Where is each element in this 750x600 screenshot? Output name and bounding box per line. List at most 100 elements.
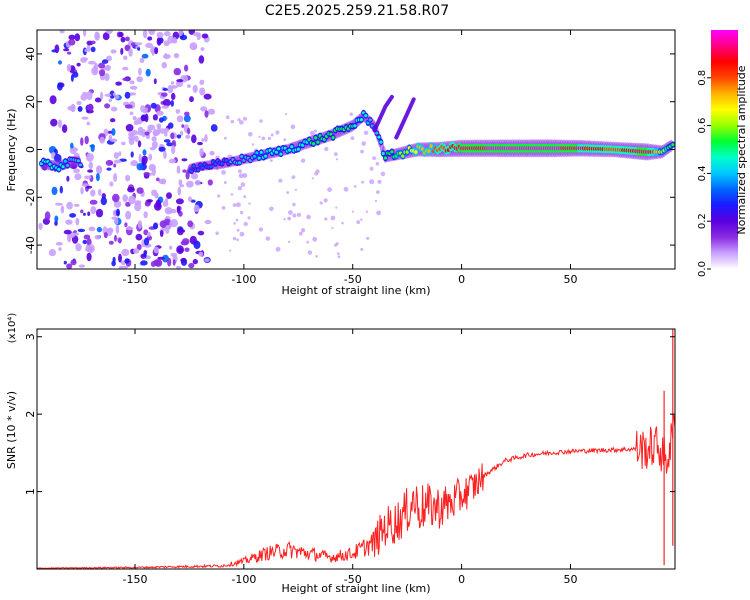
spectrogram-cell (309, 130, 315, 136)
spectrogram-cell (374, 199, 377, 202)
spectrogram-cell (127, 186, 135, 193)
spectrogram-cell (299, 231, 303, 236)
spectrogram-cell (147, 36, 153, 41)
colorbar-tick-label: 0.2 (697, 213, 708, 229)
spectrogram-y-tick-label: -40 (24, 236, 37, 254)
spectrogram-cell (201, 138, 205, 142)
spectrogram-cell (184, 64, 189, 72)
spectrogram-cell (80, 93, 88, 101)
spectrogram-cell (85, 153, 94, 162)
spectrogram-cell (133, 120, 140, 126)
spectrogram-y-tick-label: 20 (24, 95, 37, 109)
spectrogram-cell (124, 258, 130, 264)
snr-marks (37, 329, 675, 569)
spectrogram-cell (176, 165, 181, 174)
spectrogram-marks (38, 30, 675, 269)
spectrogram-cell (183, 114, 191, 123)
spectrogram-cell (163, 31, 171, 37)
spectrogram-cell (58, 247, 62, 251)
spectrogram-cell (59, 185, 63, 194)
spectrogram-cell (63, 229, 72, 235)
spectrogram-cell (350, 136, 355, 141)
spectrogram-cell (61, 165, 65, 169)
spectrogram-cell (68, 39, 76, 46)
spectrogram-cell (70, 259, 77, 266)
spectrogram-cell (128, 134, 136, 141)
spectrogram-cell (104, 103, 111, 109)
spectrogram-cell (90, 189, 96, 197)
spectrogram-cell (75, 243, 82, 252)
spectrogram-cell (324, 217, 328, 221)
spectrogram-cell (88, 161, 94, 170)
spectrogram-cell (237, 186, 243, 191)
spectrogram-cell (224, 159, 228, 162)
spectrogram-cell (80, 209, 84, 214)
spectrogram-cell (379, 140, 383, 144)
spectrogram-cell (144, 131, 150, 136)
spectrogram-cell (80, 137, 84, 146)
spectrogram-cell (258, 135, 261, 138)
spectrogram-cell (195, 179, 201, 186)
spectrogram-cell (145, 42, 154, 49)
spectrogram-cell (197, 141, 203, 146)
spectrogram-cell (155, 199, 162, 208)
spectrogram-cell (220, 162, 224, 166)
spectrogram-cell (335, 242, 339, 246)
spectrogram-cell (169, 245, 173, 250)
spectrogram-cell (57, 167, 61, 171)
spectrogram-cell (290, 145, 294, 149)
spectrogram-cell (343, 186, 349, 192)
spectrogram-cell (95, 173, 100, 182)
snr-x-tick-label: -50 (344, 573, 362, 586)
spectrogram-cell (353, 124, 357, 128)
spectrogram-cell (331, 136, 335, 140)
spectrogram-cell (209, 150, 215, 156)
spectrogram-cell (372, 156, 376, 161)
spectrogram-cell (270, 133, 274, 137)
spectrogram-cell (170, 92, 176, 101)
spectrogram-cell (136, 187, 144, 194)
spectrogram-cell (181, 124, 185, 128)
spectrogram-cell (82, 91, 88, 96)
spectrogram-cell (54, 202, 63, 206)
spectrogram-cell (98, 188, 102, 196)
spectrogram-cell (356, 220, 361, 225)
spectrogram-cell (175, 109, 180, 114)
spectrogram-y-tick-label: 40 (24, 47, 37, 61)
spectrogram-cell (163, 127, 170, 133)
spectrogram-cell (196, 33, 201, 41)
spectrogram-cell (114, 94, 120, 100)
spectrogram-cell (306, 214, 311, 220)
spectrogram-cell (98, 62, 106, 69)
spectrogram-cell (128, 195, 136, 205)
spectrogram-cell (129, 111, 134, 116)
spectrogram-cell (229, 249, 232, 252)
spectrogram-cell (210, 124, 218, 132)
spectrogram-cell (84, 48, 88, 53)
spectrogram-cell (69, 213, 77, 218)
spectrogram-cell (135, 233, 143, 241)
spectrogram-cell (84, 135, 89, 145)
spectrogram-cell (130, 85, 138, 90)
spectrogram-cell (200, 166, 205, 170)
spectrogram-cell (145, 68, 151, 77)
spectrogram-cell (283, 218, 286, 221)
spectrogram-cell (225, 115, 230, 120)
spectrogram-cell (81, 183, 90, 187)
spectrogram-cell (223, 181, 227, 184)
spectrogram-cell (128, 92, 137, 96)
snr-plot: -150 -100 -50 0 50 1 2 3 Height of straight li… (5, 313, 676, 595)
spectrogram-cell (55, 242, 63, 246)
spectrogram-cell (380, 171, 386, 177)
spectrogram-cell (156, 110, 164, 116)
spectrogram-cell (165, 225, 170, 234)
spectrogram-cell (103, 232, 108, 239)
spectrogram-cell (112, 92, 116, 96)
spectrogram-cell (173, 53, 180, 59)
spectrogram-cell (314, 136, 318, 140)
spectrogram-cell (187, 84, 191, 88)
spectrogram-cell (137, 220, 143, 229)
spectrogram-cell (120, 36, 126, 43)
spectrogram-cell (177, 186, 182, 196)
spectrogram-cell (152, 114, 158, 121)
